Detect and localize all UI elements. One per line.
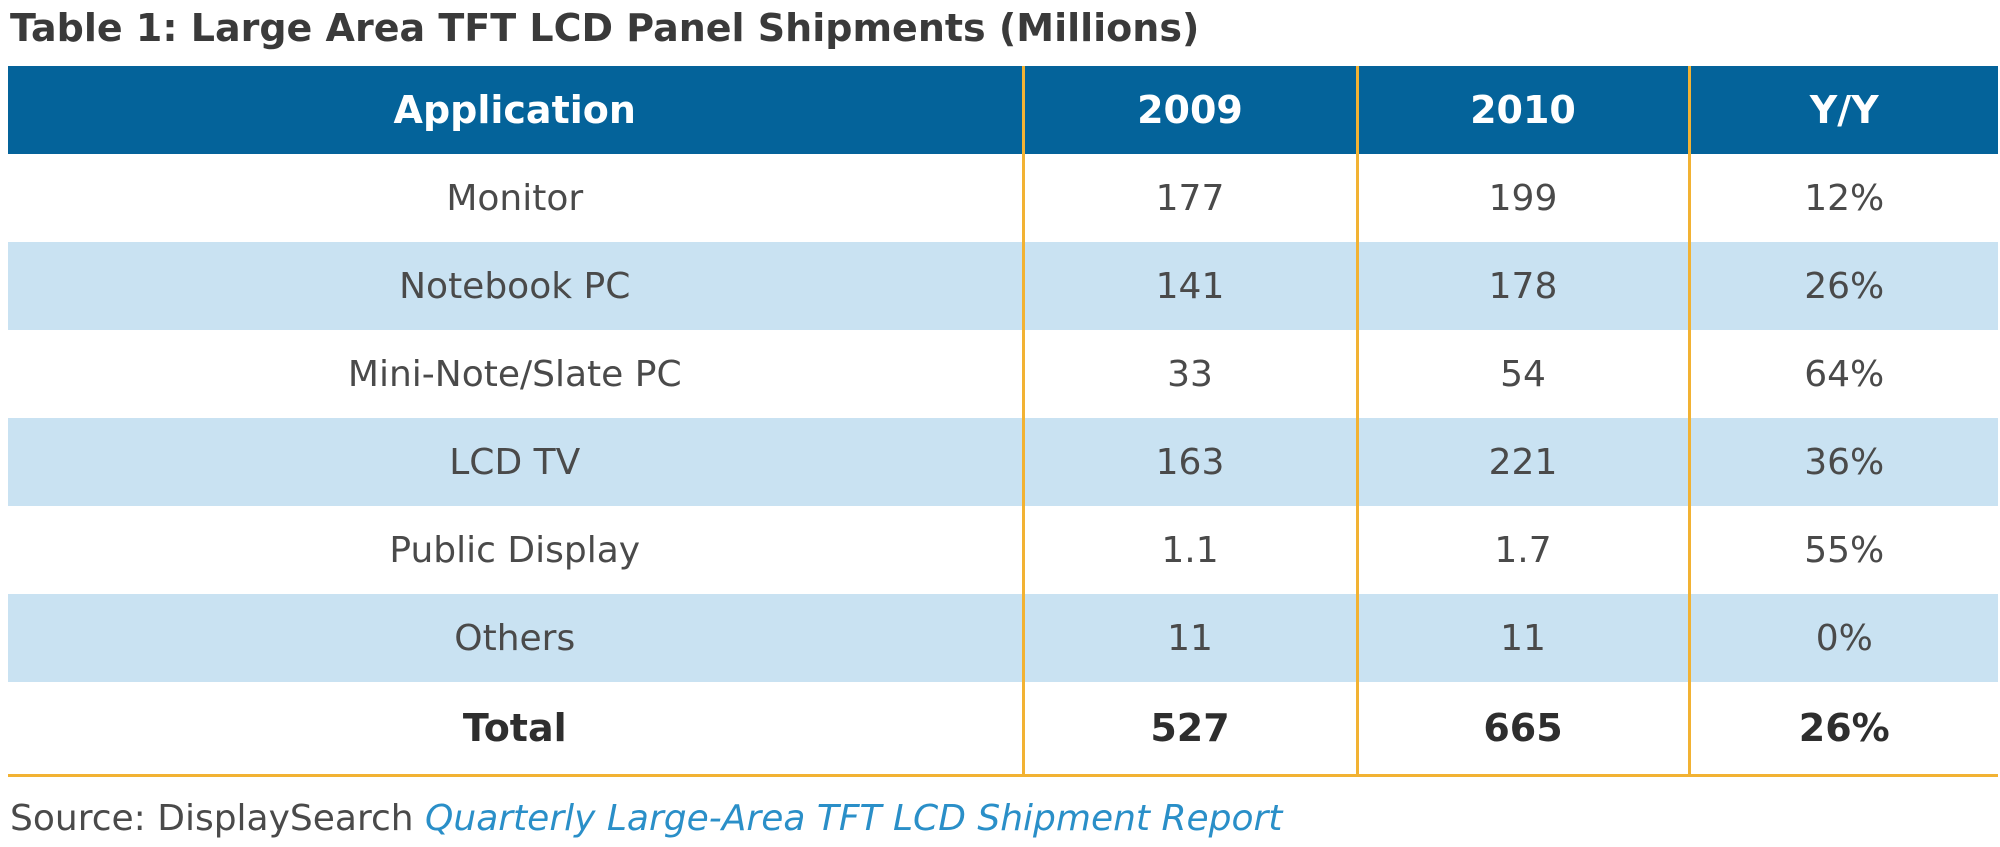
header-row: Application 2009 2010 Y/Y [8, 66, 1998, 154]
total-label-cell: Total [8, 682, 1023, 777]
value-2010-cell: 199 [1355, 154, 1689, 242]
source-prefix: Source: DisplaySearch [10, 798, 414, 839]
value-2009-cell: 33 [1021, 330, 1357, 418]
table-row: Public Display 1.1 1.7 55% [8, 506, 1998, 594]
value-2009-cell: 177 [1021, 154, 1357, 242]
yoy-cell: 0% [1687, 594, 1998, 682]
source-note: Source: DisplaySearch Quarterly Large-Ar… [10, 794, 1282, 844]
value-2010-cell: 221 [1355, 418, 1689, 506]
table-title: Table 1: Large Area TFT LCD Panel Shipme… [10, 6, 1200, 50]
application-cell: Monitor [446, 177, 584, 219]
value-2010-cell: 1.7 [1355, 506, 1689, 594]
table-row: LCD TV 163 221 36% [8, 418, 1998, 506]
total-2010-cell: 665 [1355, 682, 1689, 777]
yoy-cell: 64% [1687, 330, 1998, 418]
yoy-cell: 55% [1687, 506, 1998, 594]
application-cell: Mini-Note/Slate PC [347, 353, 682, 395]
table-row: Monitor 177 199 12% [8, 154, 1998, 242]
table-row: Others 11 11 0% [8, 594, 1998, 682]
total-yoy-cell: 26% [1687, 682, 1998, 777]
application-cell: Public Display [389, 529, 641, 571]
total-2009-cell: 527 [1021, 682, 1357, 777]
table-row: Mini-Note/Slate PC 33 54 64% [8, 330, 1998, 418]
column-header-application: Application [8, 66, 1023, 154]
total-row: Total 527 665 26% [8, 682, 1998, 777]
value-2009-cell: 1.1 [1021, 506, 1357, 594]
column-header-yoy: Y/Y [1687, 66, 1998, 154]
yoy-cell: 26% [1687, 242, 1998, 330]
yoy-cell: 12% [1687, 154, 1998, 242]
yoy-cell: 36% [1687, 418, 1998, 506]
shipments-table: Application 2009 2010 Y/Y Monitor 177 19… [8, 66, 1998, 777]
value-2010-cell: 11 [1355, 594, 1689, 682]
application-cell: Notebook PC [8, 242, 1023, 330]
application-cell: LCD TV [8, 418, 1023, 506]
value-2009-cell: 163 [1021, 418, 1357, 506]
value-2010-cell: 54 [1355, 330, 1689, 418]
value-2009-cell: 11 [1021, 594, 1357, 682]
source-report-title: Quarterly Large-Area TFT LCD Shipment Re… [425, 798, 1283, 839]
value-2009-cell: 141 [1021, 242, 1357, 330]
column-header-2010: 2010 [1355, 66, 1689, 154]
application-cell: Others [8, 594, 1023, 682]
column-header-2009: 2009 [1021, 66, 1357, 154]
value-2010-cell: 178 [1355, 242, 1689, 330]
table-row: Notebook PC 141 178 26% [8, 242, 1998, 330]
